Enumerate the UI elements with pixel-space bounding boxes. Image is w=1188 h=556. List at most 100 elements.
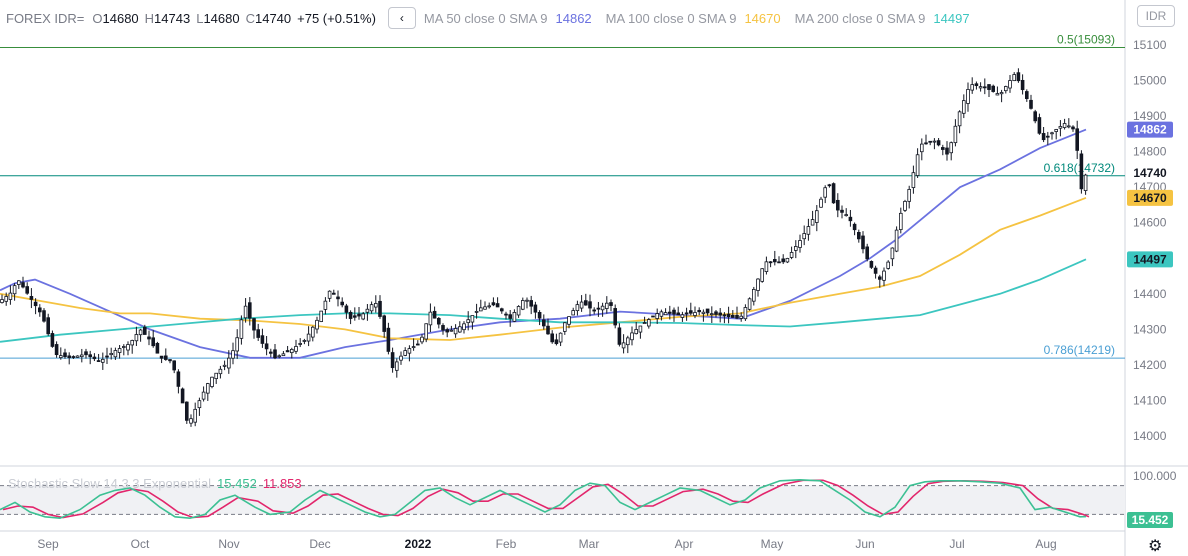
candle-body: [247, 302, 252, 319]
candle-body: [457, 326, 462, 333]
candle-body: [567, 316, 571, 325]
candle-body: [432, 310, 437, 319]
time-tick-label: Dec: [309, 537, 330, 551]
currency-button[interactable]: IDR: [1137, 5, 1175, 27]
low-label: L: [196, 10, 204, 26]
candle-body: [861, 235, 865, 250]
price-badge-bg: [1127, 251, 1173, 268]
stochastic-axis-top: 100.000: [1133, 469, 1177, 483]
stochastic-badge-bg: [1127, 512, 1173, 528]
candle-body: [991, 85, 995, 92]
fib-level-label: 0.786(14219): [1044, 343, 1115, 357]
candle-body: [256, 329, 260, 338]
candle-body: [890, 247, 895, 260]
candle-body: [697, 309, 701, 313]
candle-body: [281, 353, 286, 357]
candle-body: [365, 308, 370, 313]
candle-body: [1008, 80, 1012, 89]
candle-body: [815, 210, 819, 223]
stochastic-badge: 15.452: [1132, 513, 1169, 527]
candle-body: [1054, 129, 1059, 132]
candle-body: [974, 83, 979, 87]
candle-body: [529, 300, 533, 307]
candle-body: [298, 343, 302, 345]
candle-body: [294, 346, 298, 352]
ma200-value: 14497: [933, 10, 970, 26]
candle-body: [768, 261, 773, 264]
stochastic-label[interactable]: Stochastic Slow 14 3 3 Exponential: [8, 476, 212, 491]
ma100-value: 14670: [744, 10, 781, 26]
candle-body: [701, 311, 706, 314]
candle-body: [773, 259, 777, 263]
candle-body: [617, 327, 622, 345]
candle-body: [142, 326, 147, 335]
candle-body: [684, 312, 689, 315]
candle-body: [537, 312, 542, 319]
candle-body: [705, 308, 710, 314]
close-value: 14740: [254, 10, 292, 26]
ma200-label[interactable]: MA 200 close 0 SMA 9: [794, 10, 926, 26]
candle-body: [903, 200, 907, 211]
candle-body: [33, 301, 38, 307]
candle-body: [710, 313, 714, 316]
candle-body: [50, 333, 55, 347]
candle-body: [680, 314, 685, 318]
candle-body: [760, 268, 764, 282]
candle-body: [865, 246, 869, 260]
candle-body: [96, 360, 101, 362]
candle-body: [29, 296, 34, 300]
candle-body: [54, 344, 59, 356]
time-tick-label: Feb: [496, 537, 517, 551]
ma100-label[interactable]: MA 100 close 0 SMA 9: [605, 10, 737, 26]
candle-body: [399, 355, 403, 361]
collapse-legend-button[interactable]: ‹: [387, 7, 416, 29]
candle-body: [1046, 135, 1050, 138]
candle-body: [878, 276, 882, 280]
candle-body: [1029, 99, 1033, 109]
candle-body: [67, 355, 72, 359]
low-value: 14680: [203, 10, 240, 26]
candle-body: [596, 307, 601, 310]
time-tick-label: 2022: [405, 537, 432, 551]
candle-body: [12, 285, 17, 295]
candle-body: [487, 305, 491, 308]
candle-body: [579, 301, 584, 309]
candle-body: [138, 329, 143, 336]
candle-body: [638, 325, 643, 333]
candle-body: [831, 183, 836, 204]
candle-body: [957, 111, 962, 127]
candle-body: [205, 383, 210, 394]
candle-body: [600, 305, 605, 311]
candle-body: [941, 147, 945, 150]
candle-body: [983, 86, 987, 89]
candle-body: [273, 349, 277, 359]
candle-body: [8, 292, 13, 300]
candle-body: [1016, 72, 1021, 82]
ma50-label[interactable]: MA 50 close 0 SMA 9: [423, 10, 548, 26]
candle-body: [197, 400, 202, 409]
candle-body: [609, 302, 613, 306]
symbol-label[interactable]: FOREX IDR=: [6, 10, 85, 26]
candle-body: [319, 310, 323, 322]
candle-body: [117, 348, 122, 353]
candle-body: [88, 354, 93, 358]
candle-body: [285, 350, 290, 353]
gear-icon[interactable]: ⚙: [1148, 538, 1163, 555]
time-tick-label: Sep: [37, 537, 59, 551]
candle-body: [126, 344, 130, 351]
stochastic-legend: Stochastic Slow 14 3 3 Exponential 15.452…: [8, 476, 302, 491]
price-tick-label: 14800: [1133, 145, 1167, 159]
candle-body: [722, 314, 727, 317]
price-badge-bg: [1127, 164, 1173, 181]
candle-body: [499, 308, 504, 312]
candle-body: [920, 143, 924, 153]
price-tick-label: 14200: [1133, 358, 1167, 372]
candle-body: [1071, 126, 1075, 130]
candle-body: [172, 360, 177, 371]
candle-body: [777, 261, 781, 264]
candle-body: [231, 350, 235, 359]
candle-body: [193, 408, 198, 423]
candle-body: [445, 329, 449, 333]
candle-body: [987, 84, 991, 90]
